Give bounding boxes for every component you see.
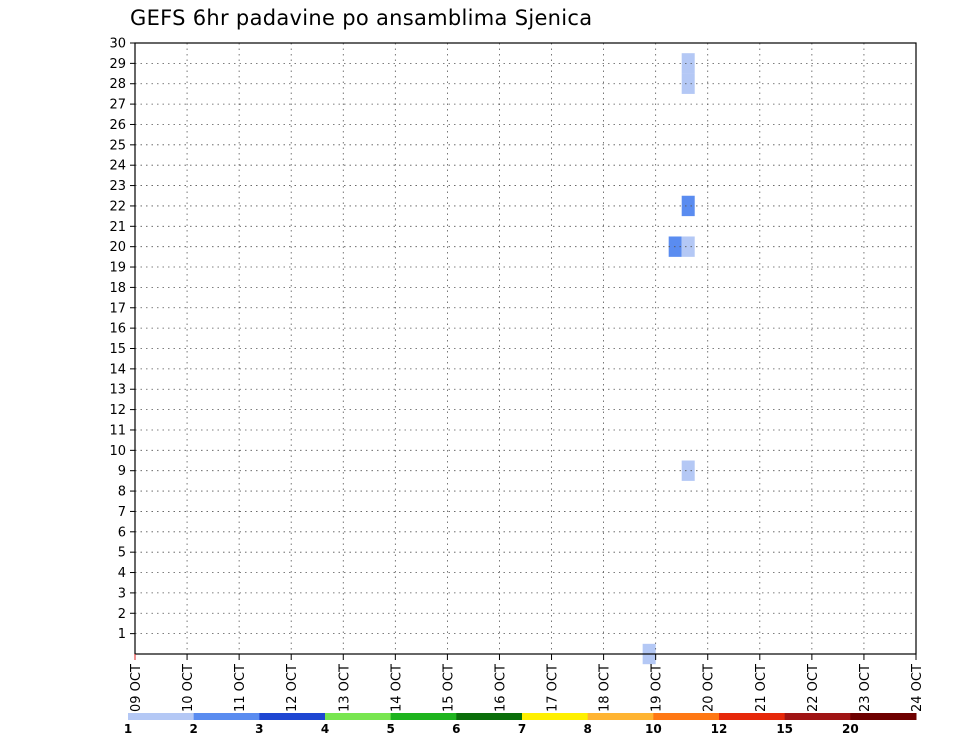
colorbar-label: 10 [645, 722, 662, 736]
colorbar-swatch [784, 713, 851, 720]
y-tick-label: 12 [109, 403, 126, 418]
x-tick-label: 10 OCT [181, 664, 196, 712]
y-tick-label: 11 [109, 423, 126, 438]
colorbar-label: 3 [255, 722, 263, 736]
x-tick-label: 24 OCT [910, 664, 925, 712]
colorbar: 1 2 3 4 5 6 7 8 10 12 15 20 [124, 713, 917, 736]
colorbar-swatch [128, 713, 195, 720]
y-tick-label: 22 [109, 199, 126, 214]
colorbar-label: 20 [842, 722, 859, 736]
y-tick-label: 6 [118, 525, 126, 540]
heatmap-cell [681, 195, 695, 217]
y-tick-label: 21 [109, 220, 126, 235]
heatmap-cell [681, 53, 695, 74]
colorbar-label: 12 [711, 722, 728, 736]
y-tick-label: 20 [109, 240, 126, 255]
colorbar-label: 8 [583, 722, 591, 736]
x-tick-label: 21 OCT [754, 664, 769, 712]
heatmap-cell [681, 460, 695, 481]
y-tick-label: 7 [118, 505, 126, 520]
x-axis: 09 OCT 10 OCT 11 OCT 12 OCT 13 OCT 14 OCT 15 O… [129, 654, 925, 712]
colorbar-swatch [587, 713, 654, 720]
colorbar-swatch [390, 713, 457, 720]
colorbar-label: 1 [124, 722, 132, 736]
colorbar-swatch [325, 713, 392, 720]
cells-layer [642, 53, 695, 665]
colorbar-swatch [653, 713, 720, 720]
x-tick-label: 12 OCT [285, 664, 300, 712]
colorbar-label: 6 [452, 722, 460, 736]
colorbar-swatch [259, 713, 326, 720]
colorbar-swatch [193, 713, 260, 720]
colorbar-label: 15 [776, 722, 793, 736]
x-tick-label: 11 OCT [233, 664, 248, 712]
y-tick-label: 4 [118, 566, 126, 581]
y-tick-label: 10 [109, 444, 126, 459]
colorbar-swatch [456, 713, 523, 720]
y-tick-label: 14 [109, 362, 126, 377]
y-tick-label: 23 [109, 179, 126, 194]
y-tick-label: 8 [118, 485, 126, 500]
y-tick-label: 17 [109, 301, 126, 316]
colorbar-label: 5 [386, 722, 394, 736]
y-tick-label: 29 [109, 57, 126, 72]
y-tick-label: 18 [109, 281, 126, 296]
y-tick-label: 15 [109, 342, 126, 357]
y-tick-label: 24 [109, 159, 126, 174]
colorbar-swatch [850, 713, 917, 720]
x-tick-label: 22 OCT [806, 664, 821, 712]
y-tick-label: 28 [109, 77, 126, 92]
x-tick-label: 13 OCT [337, 664, 352, 712]
colorbar-label: 2 [189, 722, 197, 736]
y-tick-label: 26 [109, 118, 126, 133]
x-tick-label: 20 OCT [702, 664, 717, 712]
x-tick-label: 14 OCT [389, 664, 404, 712]
y-tick-label: 30 [109, 37, 126, 52]
colorbar-label: 7 [518, 722, 526, 736]
y-tick-label: 1 [118, 627, 126, 642]
y-tick-label: 9 [118, 464, 126, 479]
y-tick-label: 27 [109, 98, 126, 113]
colorbar-label: 4 [321, 722, 329, 736]
y-tick-label: 25 [109, 138, 126, 153]
y-tick-label: 19 [109, 261, 126, 276]
x-tick-label: 09 OCT [129, 664, 144, 712]
y-tick-label: 16 [109, 322, 126, 337]
colorbar-swatch [719, 713, 786, 720]
heatmap-cell [681, 73, 695, 94]
y-tick-label: 5 [118, 546, 126, 561]
grid-layer [135, 42, 916, 654]
x-tick-label: 17 OCT [546, 664, 561, 712]
x-tick-label: 19 OCT [650, 664, 665, 712]
x-tick-label: 18 OCT [598, 664, 613, 712]
chart-title: GEFS 6hr padavine po ansamblima Sjenica [130, 6, 593, 30]
x-tick-label: 23 OCT [858, 664, 873, 712]
y-tick-label: 3 [118, 586, 126, 601]
x-tick-label: 16 OCT [493, 664, 508, 712]
y-axis: 1234567891011121314151617181920212223242… [109, 37, 135, 642]
colorbar-swatch [522, 713, 589, 720]
y-tick-label: 2 [118, 607, 126, 622]
x-tick-label: 15 OCT [441, 664, 456, 712]
y-tick-label: 13 [109, 383, 126, 398]
heatmap-cell [681, 236, 695, 257]
